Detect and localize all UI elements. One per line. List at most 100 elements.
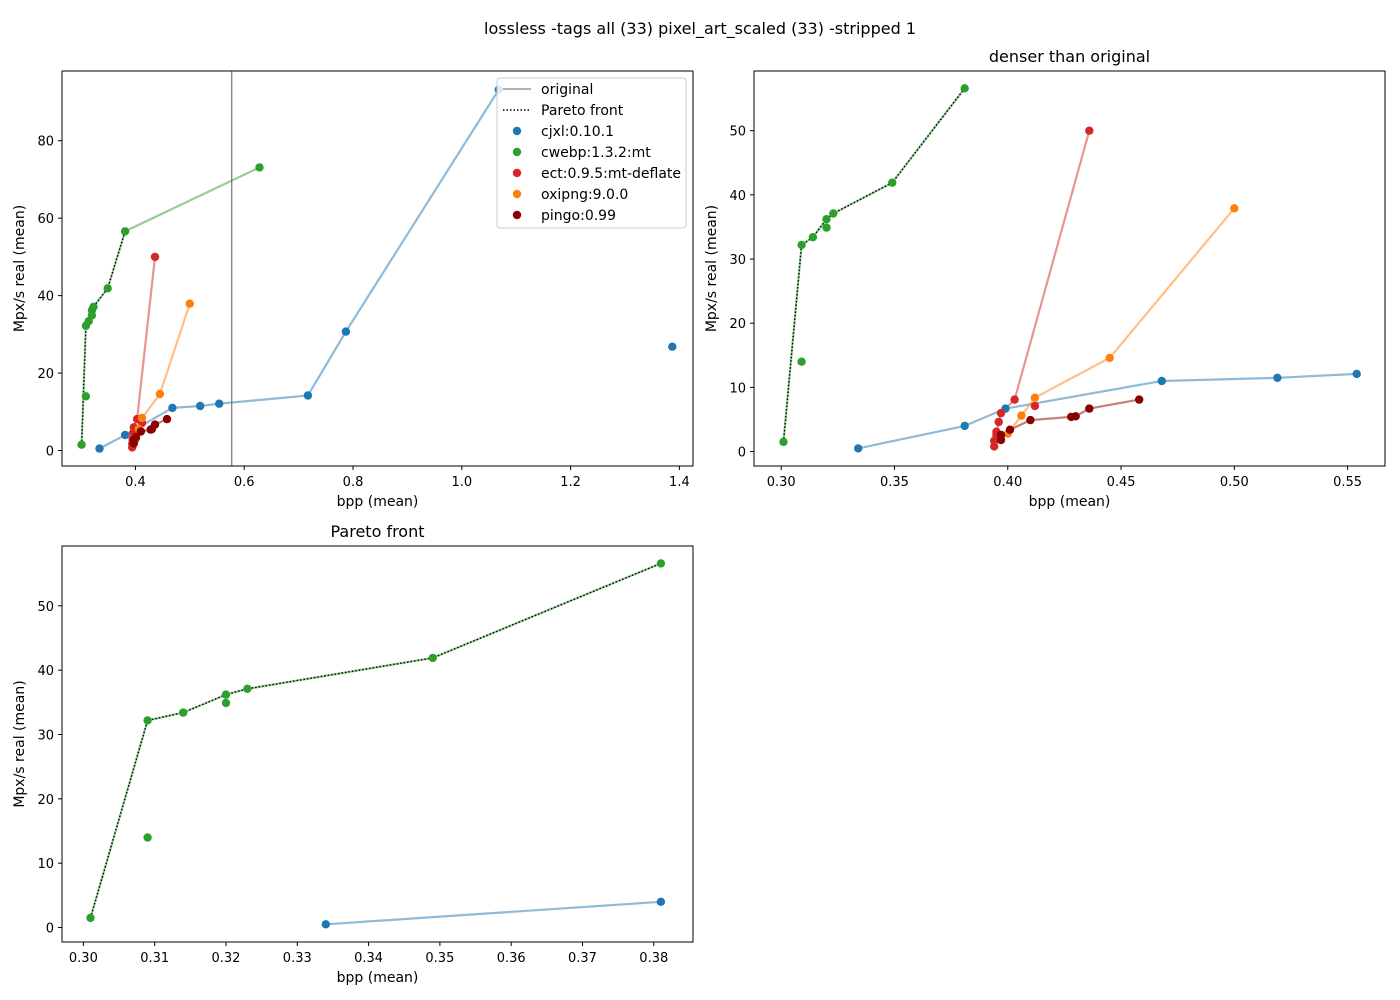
data-point-pingo-0-99 [1071,412,1080,421]
legend-swatch-pingo-0-99 [512,210,522,220]
y-tick-label: 0 [46,445,54,460]
data-point-cwebp-1-3-2-mt [960,84,969,93]
x-tick-label: 0.30 [69,951,98,966]
data-point-cwebp-1-3-2-mt [822,215,831,224]
x-tick-label: 0.55 [1333,475,1362,490]
data-point-cwebp-1-3-2-mt [779,437,788,447]
x-tick-label: 0.37 [568,951,597,966]
data-point-cjxl-0-10-1 [960,421,969,431]
data-point-cjxl-0-10-1 [341,327,351,336]
y-tick-label: 20 [37,793,54,808]
plot-area [77,71,677,466]
data-point-cjxl-0-10-1 [668,342,677,351]
data-point-cwebp-1-3-2-mt [143,716,152,725]
data-point-cjxl-0-10-1 [854,444,863,453]
data-point-cjxl-0-10-1 [656,897,666,906]
legend-swatch-oxipng-9-0-0 [512,189,522,199]
data-point-cwebp-1-3-2-mt [221,690,231,699]
data-point-cwebp-1-3-2-mt [255,163,264,172]
data-point-ect-0-9-5-mt-deflate [150,252,160,262]
y-axis-label: Mpx/s real (mean) [12,205,28,332]
data-point-cwebp-1-3-2-mt [89,302,98,311]
legend-label: cjxl:0.10.1 [541,124,614,140]
legend-label: Pareto front [541,103,624,119]
data-point-pingo-0-99 [1085,404,1094,413]
panel-pareto-front: 0.30 0.31 0.32 0.33 0.34 0.35 0.36 0.37 0.38 0 10 2… [12,522,694,986]
data-point-oxipng-9-0-0 [1030,393,1040,402]
data-point-ect-0-9-5-mt-deflate [1010,395,1019,404]
plot-area [779,84,1361,453]
data-point-cwebp-1-3-2-mt [179,708,188,717]
data-point-pingo-0-99 [1026,415,1035,425]
data-point-pingo-0-99 [1005,425,1015,434]
panel-all: 0.4 0.6 0.8 1.0 1.2 1.4 0 20 40 60 80 bpp (mean) Mpx… [12,70,694,510]
y-tick-label: 0 [738,446,746,461]
data-point-cjxl-0-10-1 [196,401,205,411]
x-tick-label: 0.36 [497,951,526,966]
y-tick-label: 30 [729,253,746,268]
data-point-oxipng-9-0-0 [137,413,147,423]
x-tick-label: 0.8 [343,475,364,490]
data-point-cjxl-0-10-1 [303,391,313,400]
data-point-cjxl-0-10-1 [1273,373,1282,382]
x-tick-label: 0.30 [767,475,796,490]
data-point-oxipng-9-0-0 [1105,353,1114,363]
data-point-cwebp-1-3-2-mt [822,223,831,232]
y-tick-label: 20 [37,367,54,382]
data-point-cwebp-1-3-2-mt [77,440,86,449]
legend-label: cwebp:1.3.2:mt [541,145,651,161]
figure-suptitle: lossless -tags all (33) pixel_art_scaled… [484,19,916,39]
legend-label: ect:0.9.5:mt-deflate [541,166,681,182]
data-point-ect-0-9-5-mt-deflate [1030,401,1040,411]
data-point-cjxl-0-10-1 [95,444,104,453]
data-point-ect-0-9-5-mt-deflate [996,408,1006,418]
x-axis-label: bpp (mean) [1029,494,1111,510]
x-tick-label: 0.45 [1107,475,1136,490]
data-point-cwebp-1-3-2-mt [120,227,130,236]
data-point-pingo-0-99 [131,433,141,442]
data-point-oxipng-9-0-0 [155,389,165,399]
data-point-cwebp-1-3-2-mt [243,684,252,693]
data-point-cwebp-1-3-2-mt [808,233,818,242]
data-point-cwebp-1-3-2-mt [221,698,231,708]
data-point-pingo-0-99 [150,420,160,429]
legend-swatch-cjxl-0-10-1 [512,126,522,136]
x-tick-label: 1.4 [669,475,690,490]
data-point-cwebp-1-3-2-mt [143,833,152,842]
x-tick-label: 0.6 [234,475,255,490]
y-tick-label: 10 [729,381,746,396]
data-point-cwebp-1-3-2-mt [428,653,437,663]
x-tick-label: 0.38 [639,951,668,966]
y-tick-label: 40 [37,290,54,305]
y-tick-label: 10 [37,857,54,872]
x-tick-label: 0.31 [140,951,169,966]
y-tick-label: 40 [729,189,746,204]
x-tick-label: 0.35 [425,951,454,966]
data-point-cwebp-1-3-2-mt [829,209,838,218]
x-tick-label: 0.32 [212,951,241,966]
data-point-cjxl-0-10-1 [215,399,224,408]
data-point-cjxl-0-10-1 [1157,376,1167,386]
data-point-pingo-0-99 [136,427,146,436]
y-tick-label: 60 [37,212,54,227]
x-tick-label: 0.40 [993,475,1022,490]
data-point-cwebp-1-3-2-mt [888,178,897,187]
data-point-oxipng-9-0-0 [1230,204,1239,213]
y-tick-label: 80 [37,135,54,150]
data-point-oxipng-9-0-0 [1017,411,1026,420]
legend-box [496,77,687,229]
axes-frame [61,70,694,467]
data-point-ect-0-9-5-mt-deflate [994,417,1003,427]
legend: original Pareto front cjxl:0.10.1 cwebp:1.3… [496,77,687,229]
data-point-cjxl-0-10-1 [1352,369,1361,379]
x-tick-label: 0.34 [354,951,383,966]
x-axis-label: bpp (mean) [337,494,419,510]
y-tick-label: 30 [37,729,54,744]
data-point-cwebp-1-3-2-mt [656,559,666,568]
x-tick-label: 0.50 [1220,475,1249,490]
x-tick-label: 1.0 [451,475,472,490]
legend-label: original [541,82,593,98]
data-point-oxipng-9-0-0 [185,299,194,308]
